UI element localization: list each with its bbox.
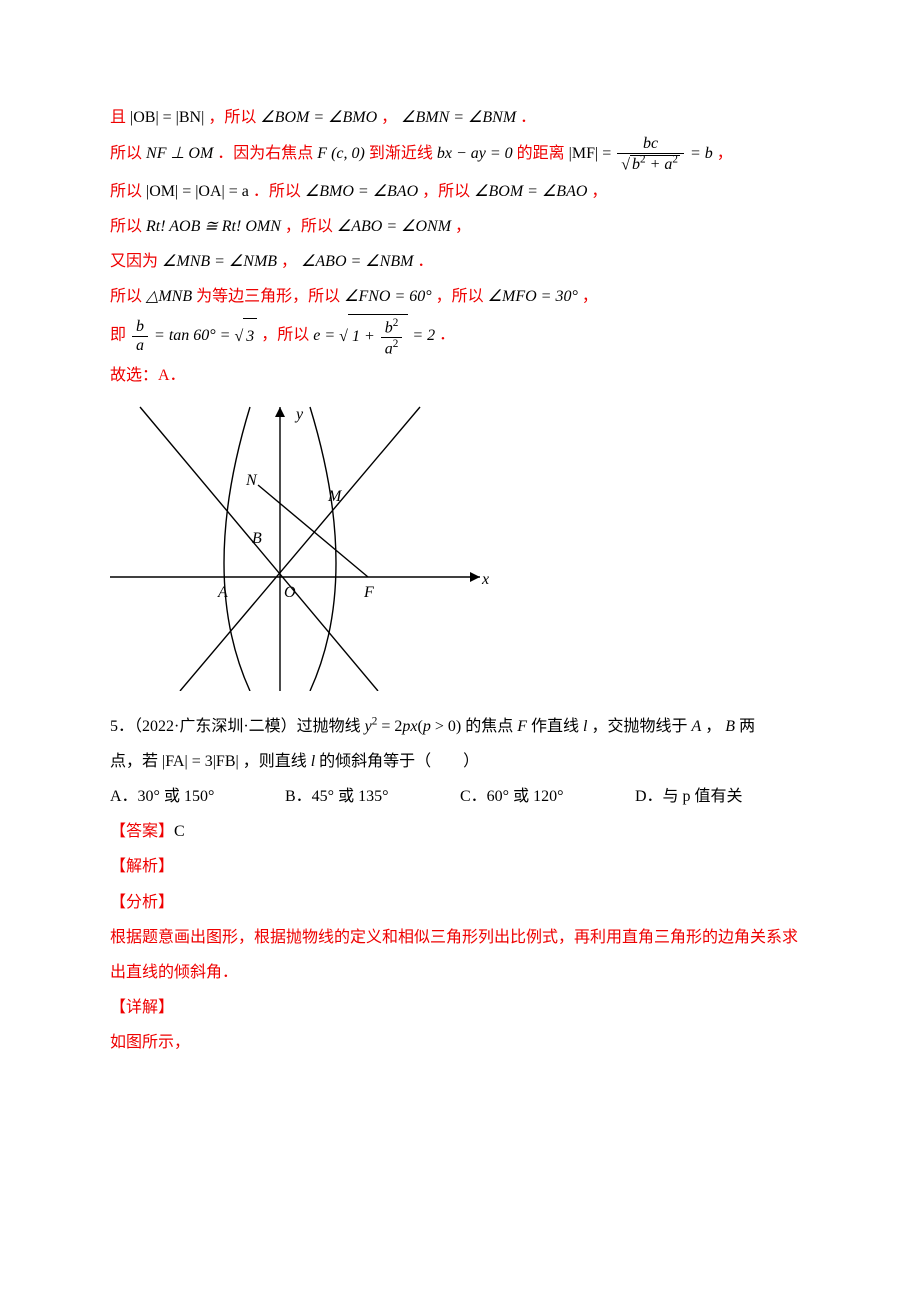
text: 的距离 (517, 145, 569, 162)
option-d: D．与 p 值有关 (635, 779, 810, 814)
solution-line-1: 且 |OB| = |BN| ，所以 ∠BOM = ∠BMO ， ∠BMN = ∠… (110, 100, 810, 135)
text: 5．（2022·广东深圳·二模）过抛物线 (110, 718, 365, 735)
document-page: 且 |OB| = |BN| ，所以 ∠BOM = ∠BMO ， ∠BMN = ∠… (0, 0, 920, 1302)
svg-text:F: F (363, 584, 374, 601)
text: 的焦点 (465, 718, 517, 735)
math-expr: |OM| = |OA| = a (146, 183, 249, 200)
solution-line-2: 所以 NF ⊥ OM ．因为右焦点 F (c, 0) 到渐近线 bx − ay … (110, 135, 810, 174)
text: 所以 (110, 145, 146, 162)
xiangjie-label: 【详解】 (110, 990, 810, 1025)
text: 两 (739, 718, 755, 735)
text: ， (381, 109, 401, 126)
fraction: bc √b2 + a2 (615, 135, 686, 174)
math-expr: |MF| = bc √b2 + a2 = b (569, 145, 717, 162)
text: ， (455, 218, 471, 235)
math-expr: y2 = 2px(p > 0) (365, 718, 462, 735)
text: 点，若 (110, 753, 162, 770)
svg-text:x: x (481, 571, 489, 588)
text: ，所以 (422, 183, 474, 200)
question-5-line-2: 点，若 |FA| = 3|FB| ，则直线 l 的倾斜角等于（ ） (110, 744, 810, 779)
math-expr: F (c, 0) (317, 145, 365, 162)
math-expr: bx − ay = 0 (437, 145, 513, 162)
jiexi-label: 【解析】 (110, 849, 810, 884)
text: ， (717, 145, 733, 162)
math-expr: ∠BOM = ∠BAO (474, 183, 587, 200)
math-expr: △MNB (146, 288, 192, 305)
text: ， (582, 288, 598, 305)
solution-line-6: 所以 △MNB 为等边三角形，所以 ∠FNO = 60° ，所以 ∠MFO = … (110, 279, 810, 314)
math-expr: |OB| = |BN| (130, 109, 204, 126)
svg-text:B: B (252, 530, 262, 547)
math-expr: ∠FNO = 60° (344, 288, 432, 305)
math-expr: ∠MNB = ∠NMB (162, 253, 277, 270)
text: ，交抛物线于 (591, 718, 691, 735)
answer-options: A．30° 或 150° B．45° 或 135° C．60° 或 120° D… (110, 779, 810, 814)
math-var: B (725, 718, 735, 735)
svg-text:N: N (245, 472, 258, 489)
option-b: B．45° 或 135° (285, 779, 460, 814)
text: ，所以 (285, 218, 337, 235)
text: ， (281, 253, 301, 270)
xiangjie-body: 如图所示， (110, 1025, 810, 1060)
text: ， (591, 183, 607, 200)
svg-text:M: M (327, 488, 343, 505)
question-5-line-1: 5．（2022·广东深圳·二模）过抛物线 y2 = 2px(p > 0) 的焦点… (110, 709, 810, 744)
math-expr: |FA| = 3|FB| (162, 753, 239, 770)
math-expr: NF ⊥ OM (146, 145, 213, 162)
math-var: l (583, 718, 587, 735)
text: ． (417, 253, 433, 270)
diagram-svg: x y A O F B N M (110, 401, 490, 691)
text: 又因为 (110, 253, 162, 270)
svg-text:O: O (284, 584, 296, 601)
solution-line-7: 即 b a = tan 60° = √3 ，所以 e = √1 + b2a2 =… (110, 314, 810, 358)
math-expr: Rt! AOB ≅ Rt! OMN (146, 218, 281, 235)
text: ．所以 (253, 183, 305, 200)
solution-line-3: 所以 |OM| = |OA| = a ．所以 ∠BMO = ∠BAO ，所以 ∠… (110, 174, 810, 209)
math-expr: ∠BMO = ∠BAO (305, 183, 418, 200)
math-expr: ∠BMN = ∠BNM (401, 109, 516, 126)
text: 且 (110, 109, 126, 126)
answer-choice-line: 故选：A． (110, 358, 810, 393)
text: 所以 (110, 218, 146, 235)
text: ， (705, 718, 721, 735)
math-expr: e = √1 + b2a2 = 2 (313, 327, 439, 344)
text: 为等边三角形，所以 (196, 288, 344, 305)
fenxi-body: 根据题意画出图形，根据抛物线的定义和相似三角形列出比例式，再利用直角三角形的边角… (110, 920, 810, 990)
text: ．因为右焦点 (217, 145, 317, 162)
text: ，所以 (261, 327, 313, 344)
math-expr: ∠MFO = 30° (488, 288, 578, 305)
text: 所以 (110, 183, 146, 200)
math-expr: ∠ABO = ∠ONM (337, 218, 451, 235)
text: ． (439, 327, 455, 344)
svg-text:A: A (217, 584, 228, 601)
text: 作直线 (531, 718, 583, 735)
text: ，所以 (436, 288, 488, 305)
math-expr: ∠BOM = ∠BMO (260, 109, 377, 126)
math-expr: ∠ABO = ∠NBM (301, 253, 413, 270)
option-c: C．60° 或 120° (460, 779, 635, 814)
text: ，所以 (208, 109, 260, 126)
solution-line-5: 又因为 ∠MNB = ∠NMB ， ∠ABO = ∠NBM ． (110, 244, 810, 279)
svg-text:y: y (294, 406, 304, 423)
text: 所以 (110, 288, 146, 305)
solution-line-4: 所以 Rt! AOB ≅ Rt! OMN ，所以 ∠ABO = ∠ONM ， (110, 209, 810, 244)
text: 即 (110, 327, 130, 344)
text: ． (520, 109, 536, 126)
option-a: A．30° 或 150° (110, 779, 285, 814)
fenxi-label: 【分析】 (110, 885, 810, 920)
math-var: F (517, 718, 527, 735)
geometry-diagram: x y A O F B N M (110, 401, 810, 704)
text: 的倾斜角等于（ ） (319, 753, 479, 770)
text: 到渐近线 (369, 145, 437, 162)
fraction: b a (130, 318, 150, 354)
text: ，则直线 (243, 753, 311, 770)
math-var: A (691, 718, 701, 735)
math-expr: b a = tan 60° = √3 (130, 327, 261, 344)
math-var: l (311, 753, 315, 770)
answer-label: 【答案】C (110, 814, 810, 849)
